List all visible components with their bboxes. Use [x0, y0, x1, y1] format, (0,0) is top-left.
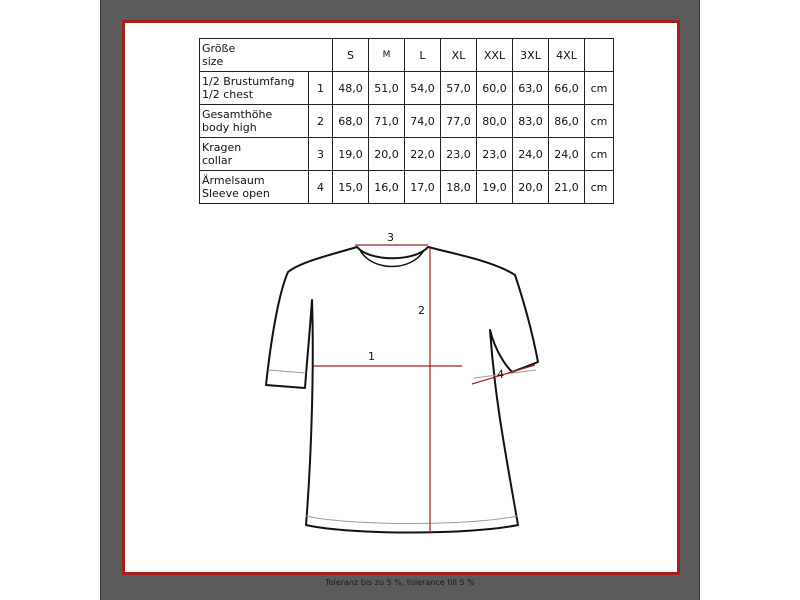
- value-cell: 80,0: [476, 104, 513, 138]
- row-label: 1/2 Brustumfang 1/2 chest: [199, 71, 309, 105]
- value-cell: 24,0: [512, 137, 549, 171]
- value-cell: 24,0: [548, 137, 585, 171]
- value-cell: 15,0: [332, 170, 369, 204]
- header-en: size: [202, 55, 224, 68]
- row-label: Ärmelsaum Sleeve open: [199, 170, 309, 204]
- row-label-en: collar: [202, 154, 233, 167]
- label-2: 2: [418, 304, 425, 317]
- table-header-row: Größe size S M L XL XXL 3XL 4XL: [199, 38, 614, 72]
- row-label: Kragen collar: [199, 137, 309, 171]
- value-cell: 77,0: [440, 104, 477, 138]
- table-row: Ärmelsaum Sleeve open 4 15,0 16,0 17,0 18,0 19,…: [199, 170, 614, 204]
- row-label-en: 1/2 chest: [202, 88, 254, 101]
- header-label: Größe size: [199, 38, 333, 72]
- label-4: 4: [497, 368, 504, 381]
- size-m: M: [368, 38, 405, 72]
- unit-cell: cm: [584, 104, 614, 138]
- table-row: Kragen collar 3 19,0 20,0 22,0 23,0 23,0 24,0 24,…: [199, 137, 614, 171]
- value-cell: 22,0: [404, 137, 441, 171]
- tolerance-note: Toleranz bis zu 5 %, tolerance till 5 %: [325, 578, 475, 587]
- row-label-de: Ärmelsaum: [202, 174, 265, 187]
- value-cell: 20,0: [512, 170, 549, 204]
- value-cell: 86,0: [548, 104, 585, 138]
- row-number: 4: [308, 170, 333, 204]
- header-de: Größe: [202, 42, 236, 55]
- value-cell: 63,0: [512, 71, 549, 105]
- value-cell: 19,0: [476, 170, 513, 204]
- value-cell: 71,0: [368, 104, 405, 138]
- row-number: 3: [308, 137, 333, 171]
- size-3xl: 3XL: [512, 38, 549, 72]
- unit-header: [584, 38, 614, 72]
- row-label-de: Kragen: [202, 141, 242, 154]
- value-cell: 54,0: [404, 71, 441, 105]
- size-xxl: XXL: [476, 38, 513, 72]
- value-cell: 66,0: [548, 71, 585, 105]
- row-label-de: Gesamthöhe: [202, 108, 273, 121]
- value-cell: 17,0: [404, 170, 441, 204]
- unit-cell: cm: [584, 137, 614, 171]
- row-label-en: Sleeve open: [202, 187, 270, 200]
- measure-lines: [313, 244, 536, 533]
- sleeve-line: [471, 364, 536, 385]
- tshirt-outline: [265, 246, 539, 534]
- row-label-en: body high: [202, 121, 257, 134]
- size-table: Größe size S M L XL XXL 3XL 4XL 1/2 Brust…: [199, 38, 614, 204]
- value-cell: 23,0: [440, 137, 477, 171]
- unit-cell: cm: [584, 170, 614, 204]
- label-1: 1: [368, 350, 375, 363]
- label-3: 3: [387, 231, 394, 244]
- table-row: 1/2 Brustumfang 1/2 chest 1 48,0 51,0 54,0 57,…: [199, 71, 614, 105]
- size-4xl: 4XL: [548, 38, 585, 72]
- value-cell: 21,0: [548, 170, 585, 204]
- unit-cell: cm: [584, 71, 614, 105]
- row-label-de: 1/2 Brustumfang: [202, 75, 295, 88]
- value-cell: 16,0: [368, 170, 405, 204]
- size-l: L: [404, 38, 441, 72]
